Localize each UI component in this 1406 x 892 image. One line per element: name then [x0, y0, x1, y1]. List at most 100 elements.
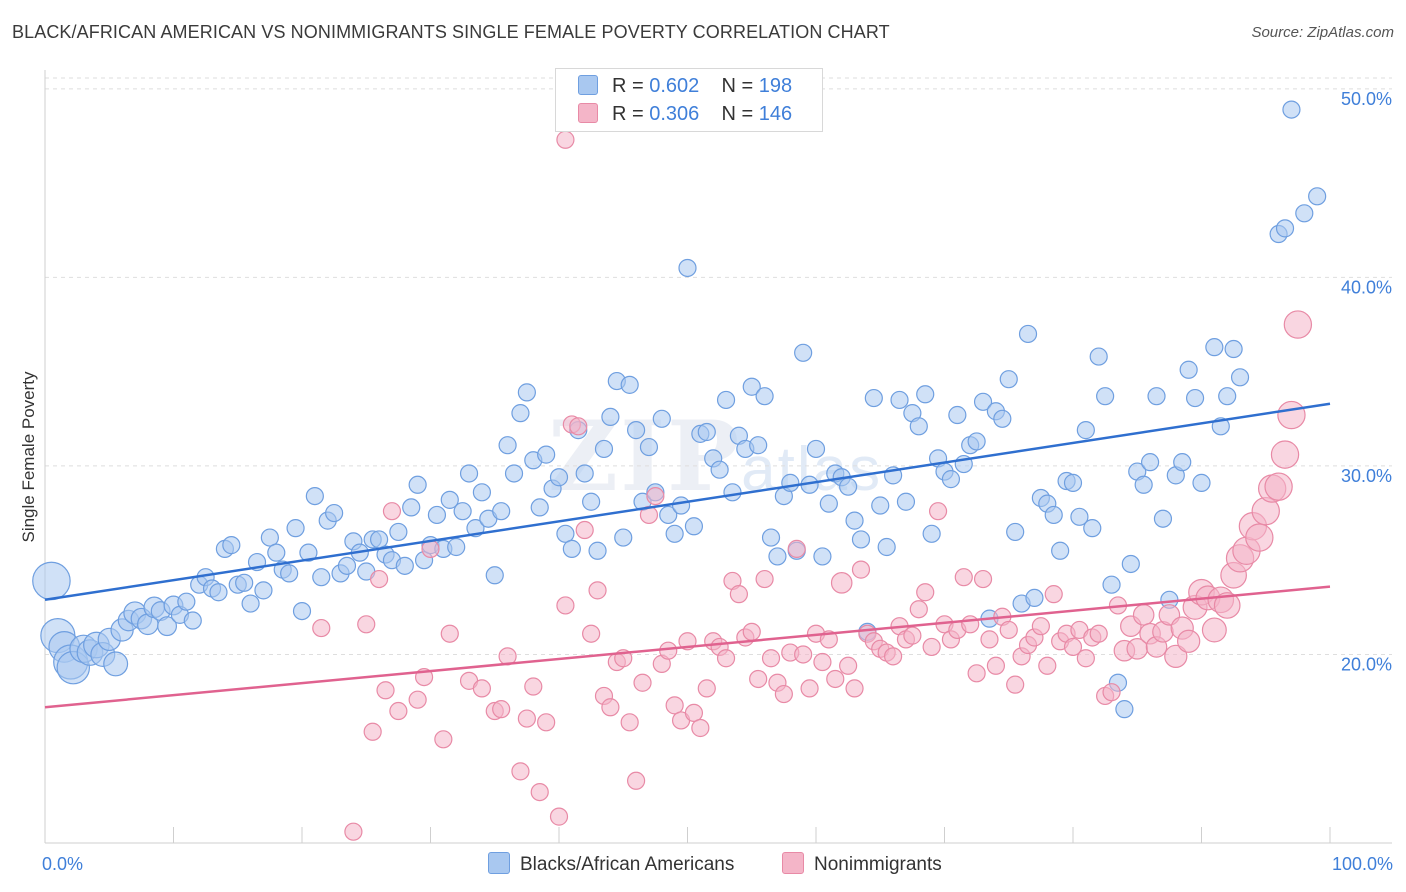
pink-point [646, 486, 665, 506]
blue-point [973, 392, 993, 411]
blue-point [588, 541, 607, 560]
pink-point [556, 596, 575, 615]
blue-trend-line [44, 402, 1331, 602]
blue-point [710, 460, 729, 479]
blue-point [1115, 700, 1134, 719]
pink-point [1264, 472, 1293, 501]
blue-point [286, 519, 305, 538]
blue-point [1018, 324, 1038, 344]
pink-point [1132, 604, 1155, 626]
blue-point [254, 581, 273, 600]
blue-point [492, 502, 511, 521]
pink-point [954, 568, 973, 587]
blue-point [1089, 347, 1108, 366]
blue-point [498, 436, 517, 455]
blue-point [671, 496, 691, 515]
pink-point [826, 669, 845, 689]
pink-point [472, 679, 491, 698]
pink-point [851, 560, 871, 579]
pink-point [839, 656, 858, 675]
pink-point [549, 807, 569, 826]
blue-swatch-icon [578, 75, 598, 95]
bottom-legend-blacks-label: Blacks/African Americans [520, 854, 735, 875]
pink-point [1038, 656, 1057, 675]
pink-point [511, 762, 530, 781]
y-tick-label: 40.0% [1341, 277, 1392, 297]
blue-point [556, 524, 575, 543]
blue-point [575, 464, 594, 483]
legend-blue-n-label: N = [721, 75, 759, 97]
blue-point [395, 556, 414, 575]
blue-point [222, 536, 241, 555]
correlation-legend: R = 0.602 N = 198 R = 0.306 N = 146 [555, 68, 823, 132]
pink-point [659, 641, 678, 660]
pink-point [582, 624, 601, 643]
legend-pink-n-value: 146 [758, 103, 793, 125]
blue-point [504, 464, 524, 483]
pink-point [1245, 523, 1274, 552]
blue-point [697, 422, 716, 442]
pink-point [922, 637, 941, 657]
pink-point [633, 673, 652, 692]
blue-point [1083, 519, 1102, 538]
pink-point [749, 669, 768, 689]
pink-point [716, 649, 736, 668]
blue-point [408, 475, 427, 494]
legend-pink-r-label: R = [612, 103, 650, 125]
blue-point [1096, 387, 1115, 406]
pink-point [1270, 440, 1300, 469]
blue-point [941, 470, 961, 489]
blue-point [1006, 522, 1025, 542]
pink-point [1176, 629, 1201, 653]
blue-point [453, 502, 472, 521]
blue-point [485, 566, 504, 585]
blue-point [235, 573, 254, 592]
blue-point [684, 517, 704, 536]
pink-point [813, 652, 832, 672]
blue-point [1230, 368, 1250, 387]
pink-point [961, 615, 980, 634]
pink-point [601, 698, 620, 717]
blue-point [1025, 588, 1044, 608]
blue-point [440, 490, 459, 509]
source-label: Source: ZipAtlas.com [1251, 24, 1394, 41]
blue-point [280, 564, 299, 583]
pink-point [1164, 644, 1188, 668]
blue-point [1102, 575, 1121, 594]
blue-point [890, 390, 909, 410]
blue-point [851, 530, 871, 549]
pink-point [440, 624, 459, 643]
blue-point [427, 505, 447, 525]
blue-point [614, 528, 633, 547]
pink-point [524, 677, 543, 696]
blue-point [1218, 387, 1237, 406]
pink-point [1213, 592, 1241, 619]
pink-point [665, 696, 684, 715]
blue-point [582, 492, 601, 511]
blue-point [806, 439, 826, 459]
blue-point [749, 436, 768, 455]
pink-point [883, 647, 903, 666]
legend-blue-r-label: R = [612, 75, 650, 97]
pink-point [800, 679, 819, 698]
pink-point [363, 722, 382, 741]
x-tick-label-min: 0.0% [42, 854, 83, 874]
pink-point [1031, 617, 1050, 636]
blue-point [723, 483, 742, 502]
blue-point [447, 537, 466, 557]
blue-point [755, 387, 774, 406]
pink-point [761, 649, 781, 668]
blue-point [819, 494, 838, 513]
pink-point [1102, 683, 1121, 702]
blue-point [1134, 475, 1153, 494]
pink-point [755, 569, 774, 589]
pink-point [408, 690, 427, 709]
pink-point [903, 626, 922, 645]
pink-point [357, 615, 376, 634]
blue-swatch-icon [488, 852, 510, 874]
blue-point [260, 528, 279, 547]
legend-pink-n-label: N = [721, 103, 759, 125]
y-axis-title: Single Female Poverty [19, 371, 38, 543]
blue-point [839, 477, 858, 496]
